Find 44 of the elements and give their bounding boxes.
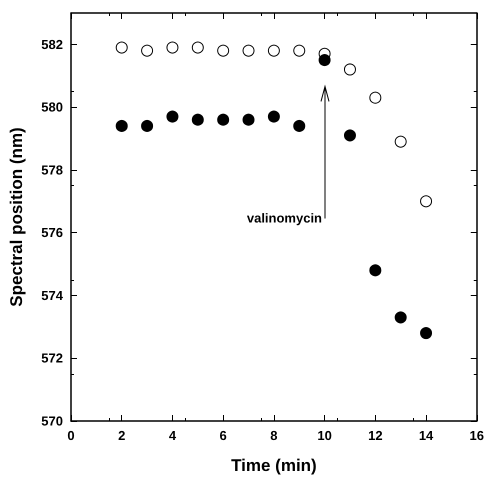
point — [192, 114, 204, 126]
point — [141, 44, 154, 57]
y-tick-label: 572 — [41, 350, 63, 366]
point — [344, 63, 356, 76]
annotation: valinomycin — [246, 210, 322, 226]
x-tick-label: 0 — [67, 428, 75, 443]
point — [166, 42, 178, 54]
point — [420, 195, 432, 208]
x-tick-label: 8 — [270, 428, 278, 443]
x-tick-label: 14 — [418, 428, 434, 443]
point — [217, 114, 230, 126]
point — [318, 54, 331, 66]
x-tick-label: 16 — [470, 428, 484, 443]
point — [369, 264, 382, 276]
x-tick-label: 6 — [220, 428, 227, 443]
point — [116, 120, 128, 132]
point — [369, 92, 382, 104]
point — [268, 44, 280, 57]
point — [242, 114, 255, 126]
point — [344, 129, 356, 142]
point — [242, 44, 255, 57]
point — [116, 42, 128, 54]
x-tick-label: 12 — [368, 428, 383, 443]
x-axis-title: Time (min) — [231, 456, 317, 475]
point — [268, 110, 280, 123]
x-tick-label: 4 — [168, 428, 177, 443]
y-tick-label: 576 — [41, 225, 63, 240]
point — [394, 136, 407, 148]
point — [293, 120, 306, 132]
x-tick-label: 10 — [317, 428, 332, 443]
y-tick-label: 570 — [41, 414, 63, 428]
point — [141, 120, 154, 132]
point — [166, 110, 178, 123]
point — [192, 42, 204, 54]
y-axis-title: Spectral position (nm) — [7, 127, 26, 307]
point — [293, 44, 306, 57]
x-tick-label: 2 — [118, 428, 126, 443]
point — [394, 311, 407, 324]
y-tick-label: 582 — [41, 36, 63, 52]
point — [217, 44, 230, 57]
y-tick-label: 578 — [41, 162, 63, 178]
y-tick-label: 580 — [41, 100, 63, 115]
y-tick-label: 574 — [41, 288, 64, 303]
point — [420, 327, 432, 340]
